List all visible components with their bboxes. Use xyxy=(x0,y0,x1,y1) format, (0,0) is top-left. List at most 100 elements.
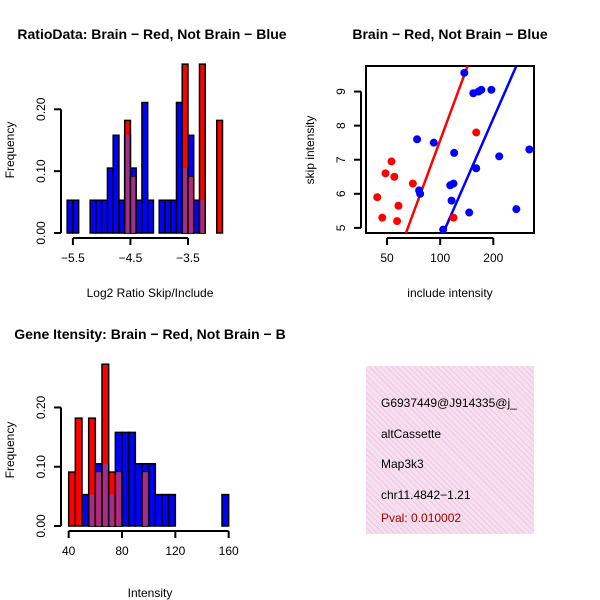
scatter-ylabel: skip intensity xyxy=(303,116,317,185)
intensity-hist-y-tick-label: 0.20 xyxy=(34,395,48,419)
ratio-hist-y-tick-label: 0.20 xyxy=(34,97,48,121)
scatter-point-brain xyxy=(393,217,402,226)
ratio-hist-bar-not-brain xyxy=(95,199,103,234)
intensity-hist-bar-not-brain xyxy=(161,493,170,527)
ratio-hist-bar-not-brain xyxy=(89,199,97,234)
scatter-point-not-brain xyxy=(447,196,456,205)
intensity-hist-bar-not-brain xyxy=(147,463,157,527)
ratio-hist-bar-overlap xyxy=(188,176,193,233)
intensity-hist-bar-not-brain xyxy=(127,431,137,527)
scatter-point-brain xyxy=(449,213,458,222)
scatter-point-not-brain xyxy=(439,225,448,234)
ratio-hist-bar-not-brain xyxy=(175,101,183,234)
intensity-hist-bar-overlap xyxy=(143,472,148,526)
ratio-hist-bar-overlap xyxy=(183,168,187,233)
ratio-hist-x-tick-label: −5.5 xyxy=(61,251,85,265)
intensity-hist-bar-not-brain xyxy=(167,493,177,527)
scatter-panel: Brain − Red, Not Brain − Blue include in… xyxy=(303,26,548,300)
scatter-y-tick-label: 8 xyxy=(334,122,348,129)
intensity-hist-y-tick-label: 0.00 xyxy=(34,514,48,538)
scatter-point-not-brain xyxy=(487,85,496,94)
gene-name: Map3k3 xyxy=(381,457,424,471)
intensity-hist-bar-not-brain xyxy=(154,493,163,527)
intensity-hist-bar-brain xyxy=(74,417,83,527)
ratio-hist-y-tick-label: 0.00 xyxy=(34,221,48,245)
intensity-histogram-panel: Gene Itensity: Brain − Red, Not Brain − … xyxy=(3,326,286,600)
scatter-point-not-brain xyxy=(413,135,422,144)
ratio-histogram-title: RatioData: Brain − Red, Not Brain − Blue xyxy=(17,26,286,42)
intensity-hist-bar-not-brain xyxy=(121,431,130,527)
ratio-hist-bar-not-brain xyxy=(169,199,178,234)
scatter-point-brain xyxy=(373,193,382,202)
scatter-xlabel: include intensity xyxy=(407,286,492,300)
ratio-hist-y-tick-label: 0.10 xyxy=(34,159,48,183)
scatter-point-not-brain xyxy=(465,208,474,217)
scatter-y-tick-label: 5 xyxy=(334,224,348,231)
scatter-y-tick-label: 9 xyxy=(334,88,348,95)
ratio-hist-bar-not-brain xyxy=(72,199,80,234)
event-location: chr11.4842−1.21 xyxy=(381,488,471,502)
scatter-point-not-brain xyxy=(416,189,425,198)
intensity-hist-x-tick-label: 160 xyxy=(219,544,239,558)
scatter-x-tick-label: 100 xyxy=(430,251,450,265)
intensity-hist-bar-brain xyxy=(67,471,77,527)
ratio-hist-bar-not-brain xyxy=(66,199,74,234)
scatter-point-not-brain xyxy=(512,205,521,214)
ratio-hist-bar-not-brain xyxy=(192,199,201,234)
scatter-y-tick-label: 7 xyxy=(334,156,348,163)
scatter-x-tick-label: 50 xyxy=(380,251,394,265)
scatter-fit-line-brain xyxy=(404,65,469,234)
ratio-histogram-panel: RatioData: Brain − Red, Not Brain − Blue… xyxy=(3,26,287,300)
ratio-hist-bar-not-brain xyxy=(106,167,114,234)
scatter-point-not-brain xyxy=(477,85,486,94)
intensity-hist-x-tick-label: 120 xyxy=(165,544,185,558)
intensity-hist-bar-overlap xyxy=(103,463,108,526)
event-id: G6937449@J914335@j_ xyxy=(381,396,517,410)
intensity-histogram-xlabel: Intensity xyxy=(128,586,173,600)
pval-text: Pval: 0.010002 xyxy=(381,511,462,525)
intensity-hist-bar-not-brain xyxy=(81,493,90,527)
ratio-hist-bar-not-brain xyxy=(141,101,149,234)
scatter-point-not-brain xyxy=(450,148,459,157)
ratio-hist-bar-not-brain xyxy=(100,199,109,234)
scatter-point-brain xyxy=(408,179,417,188)
scatter-point-brain xyxy=(472,128,481,137)
intensity-hist-bar-overlap xyxy=(109,494,115,526)
scatter-point-brain xyxy=(381,169,390,178)
scatter-title: Brain − Red, Not Brain − Blue xyxy=(352,26,547,42)
ratio-hist-bar-not-brain xyxy=(146,199,155,234)
scatter-fit-line-not-brain xyxy=(442,65,518,234)
intensity-hist-y-tick-label: 0.10 xyxy=(34,455,48,479)
intensity-hist-bar-overlap xyxy=(89,494,95,526)
ratio-histogram-ylabel: Frequency xyxy=(3,122,17,179)
scatter-point-not-brain xyxy=(495,152,504,161)
ratio-hist-bar-not-brain xyxy=(164,199,172,234)
scatter-plot-box xyxy=(365,65,535,234)
scatter-point-brain xyxy=(378,213,387,222)
event-type: altCassette xyxy=(381,427,442,441)
scatter-point-brain xyxy=(390,172,399,181)
ratio-hist-x-tick-label: −4.5 xyxy=(119,251,143,265)
intensity-hist-bar-not-brain xyxy=(221,493,230,527)
scatter-point-not-brain xyxy=(472,164,481,173)
ratio-hist-bar-brain xyxy=(215,119,224,234)
ratio-hist-x-tick-label: −3.5 xyxy=(176,251,200,265)
ratio-hist-bar-not-brain xyxy=(135,199,143,234)
ratio-hist-bar-not-brain xyxy=(158,199,166,234)
event-info-box: G6937449@J914335@j_ altCassette Map3k3 c… xyxy=(366,366,534,534)
intensity-hist-bar-not-brain xyxy=(134,463,143,527)
intensity-hist-bar-overlap xyxy=(96,472,101,526)
ratio-hist-bar-overlap xyxy=(125,135,130,233)
scatter-point-brain xyxy=(387,157,396,166)
scatter-point-not-brain xyxy=(449,179,458,188)
intensity-histogram-ylabel: Frequency xyxy=(3,422,17,479)
scatter-point-not-brain xyxy=(429,138,438,147)
ratio-hist-bar-not-brain xyxy=(118,199,126,234)
intensity-hist-x-tick-label: 40 xyxy=(62,544,76,558)
intensity-hist-bar-overlap xyxy=(116,472,121,526)
ratio-histogram-xlabel: Log2 Ratio Skip/Include xyxy=(87,286,214,300)
scatter-x-tick-label: 200 xyxy=(483,251,503,265)
scatter-point-brain xyxy=(394,201,403,210)
ratio-hist-bar-overlap xyxy=(131,176,136,233)
